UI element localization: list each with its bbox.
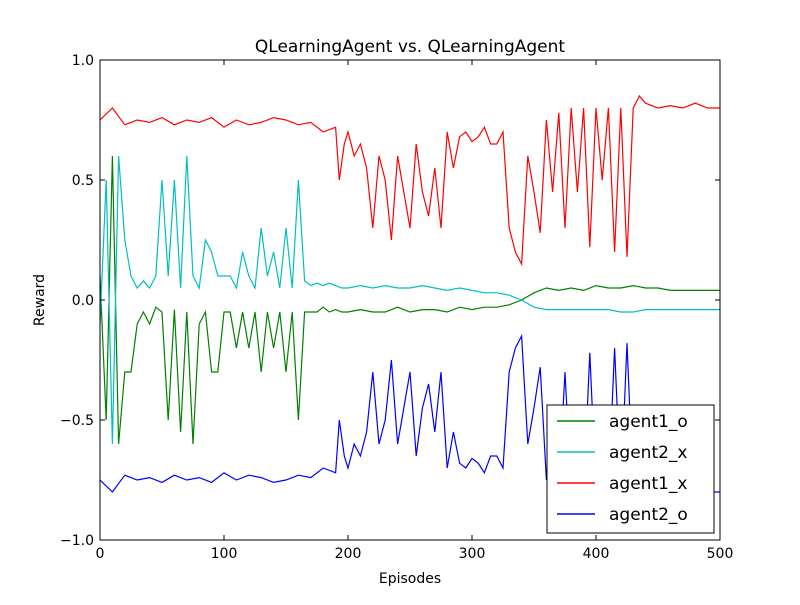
x-tick-label: 200 xyxy=(335,546,362,562)
series-line-agent1_o xyxy=(100,155,720,445)
y-axis-label: Reward xyxy=(32,274,48,326)
plot-area xyxy=(100,94,720,506)
x-axis-label: Episodes xyxy=(379,571,441,587)
legend-label-agent1_o: agent1_o xyxy=(609,412,688,432)
legend-label-agent2_o: agent2_o xyxy=(609,505,688,525)
axes: 0 100 200 300 400 500 −1.0 −0.5 0.0 0.5 1.0 xyxy=(60,53,733,562)
legend: agent1_o agent2_x agent1_x agent2_o xyxy=(546,404,715,534)
x-tick-label: 500 xyxy=(707,546,734,562)
legend-label-agent2_x: agent2_x xyxy=(609,443,687,463)
series-line-agent1_x xyxy=(100,94,720,267)
y-tick-label: −1.0 xyxy=(60,533,94,549)
y-tick-label: 1.0 xyxy=(72,53,94,69)
y-tick-label: −0.5 xyxy=(60,413,94,429)
legend-label-agent1_x: agent1_x xyxy=(609,474,687,494)
legend-box xyxy=(546,404,715,534)
x-tick-label: 400 xyxy=(583,546,610,562)
x-tick-label: 300 xyxy=(459,546,486,562)
series-line-agent2_x xyxy=(100,155,720,445)
x-tick-label: 0 xyxy=(96,546,105,562)
y-tick-label: 0.5 xyxy=(72,173,94,189)
y-tick-label: 0.0 xyxy=(72,293,94,309)
chart-title: QLearningAgent vs. QLearningAgent xyxy=(255,37,565,57)
x-tick-label: 100 xyxy=(211,546,238,562)
